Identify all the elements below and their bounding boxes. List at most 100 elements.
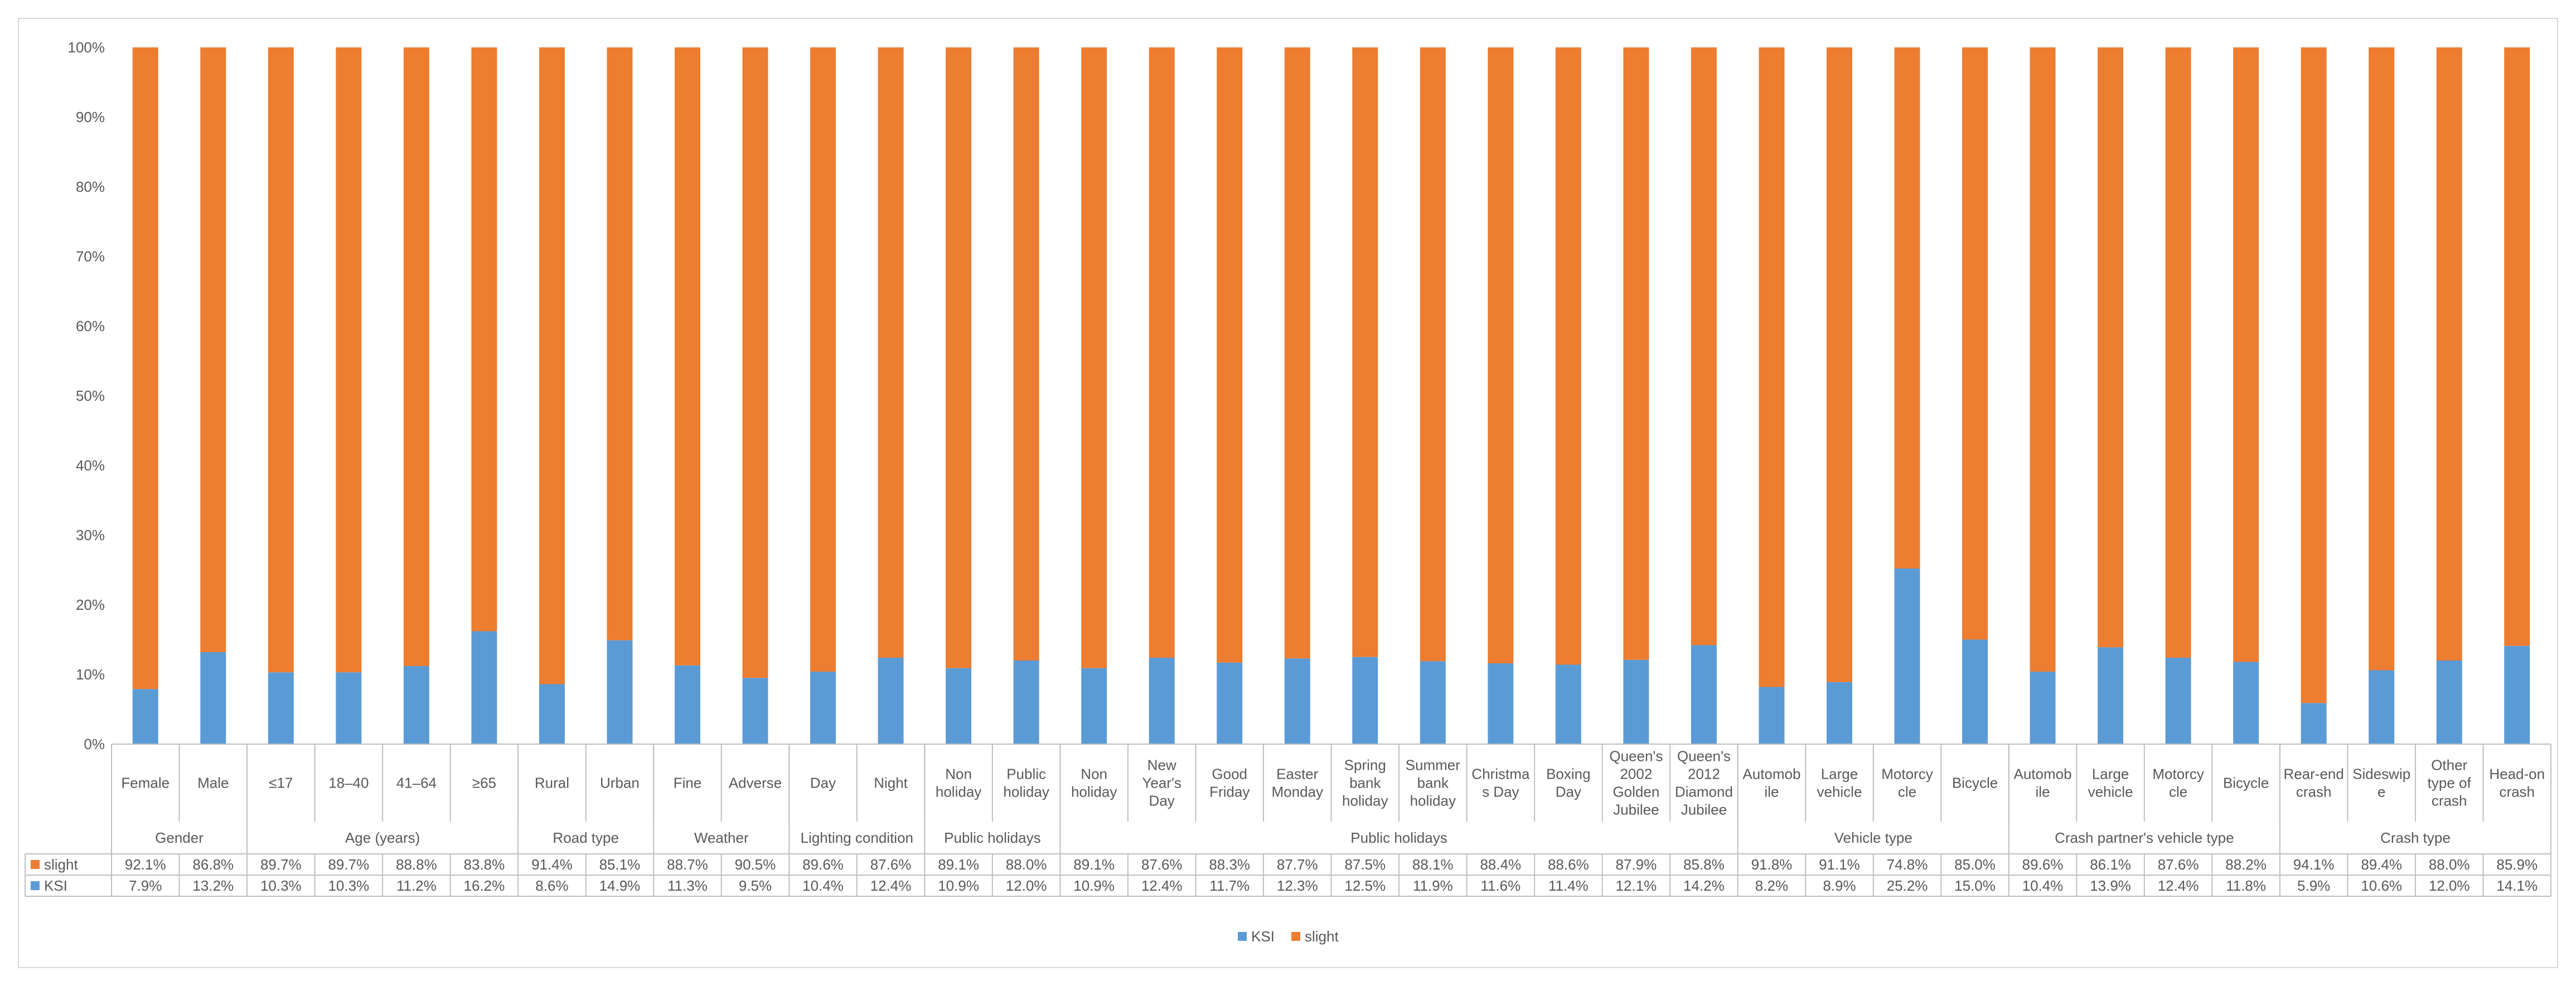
category-label: Sideswip e bbox=[2352, 766, 2410, 800]
data-label: 8.2% bbox=[1755, 877, 1788, 894]
data-label: 12.3% bbox=[1277, 877, 1318, 894]
bar-slight bbox=[1759, 47, 1785, 687]
category-label: Spring bank holiday bbox=[1342, 757, 1388, 809]
data-label: 88.7% bbox=[667, 856, 708, 873]
category-label: Night bbox=[874, 775, 908, 791]
bar-slight bbox=[1826, 47, 1852, 682]
data-label: 89.6% bbox=[802, 856, 844, 873]
bar-ksi bbox=[200, 652, 226, 744]
group-label: Public holidays bbox=[1350, 829, 1447, 846]
y-tick-label: 40% bbox=[76, 457, 105, 474]
data-label: 86.8% bbox=[192, 856, 234, 873]
category-label: Motorcy cle bbox=[1881, 766, 1933, 800]
data-label: 11.2% bbox=[396, 877, 437, 894]
data-label: 90.5% bbox=[735, 856, 776, 873]
bar-slight bbox=[1149, 47, 1175, 658]
data-label: 10.4% bbox=[2022, 877, 2064, 894]
group-label: Crash partner's vehicle type bbox=[2055, 829, 2234, 846]
legend-key-slight bbox=[1291, 932, 1300, 941]
bar-ksi bbox=[2165, 658, 2191, 744]
bar-slight bbox=[2504, 47, 2530, 646]
bar-slight bbox=[742, 47, 768, 678]
data-label: 85.1% bbox=[599, 856, 641, 873]
data-label: 89.6% bbox=[2022, 856, 2064, 873]
bar-slight bbox=[1352, 47, 1378, 657]
bar-slight bbox=[132, 47, 158, 689]
category-label: Adverse bbox=[729, 775, 782, 791]
category-label: Non holiday bbox=[936, 766, 981, 800]
bar-slight bbox=[1962, 47, 1988, 640]
bar-ksi bbox=[2098, 647, 2124, 744]
bar-slight bbox=[2369, 47, 2395, 671]
category-label: Christma s Day bbox=[1471, 766, 1530, 800]
data-label: 16.2% bbox=[464, 877, 505, 894]
y-tick-label: 30% bbox=[76, 527, 105, 543]
data-label: 14.9% bbox=[599, 877, 641, 894]
group-label: Age (years) bbox=[345, 829, 420, 846]
bar-slight bbox=[1013, 47, 1039, 660]
data-label: 88.6% bbox=[1548, 856, 1589, 873]
legend-key-ksi bbox=[1238, 932, 1247, 941]
legend-label-ksi: KSI bbox=[1251, 928, 1275, 945]
group-label: Weather bbox=[694, 829, 749, 846]
data-label: 89.7% bbox=[260, 856, 302, 873]
y-tick-label: 80% bbox=[76, 178, 105, 195]
bar-slight bbox=[2098, 47, 2124, 648]
category-label: ≤17 bbox=[269, 775, 293, 791]
data-label: 12.0% bbox=[1006, 877, 1047, 894]
bar-slight bbox=[200, 47, 226, 652]
bar-ksi bbox=[2436, 660, 2462, 744]
data-label: 87.6% bbox=[870, 856, 912, 873]
data-label: 8.6% bbox=[535, 877, 568, 894]
bar-slight bbox=[1420, 47, 1446, 662]
data-label: 10.3% bbox=[260, 877, 302, 894]
category-label: Boxing Day bbox=[1546, 766, 1591, 800]
bar-ksi bbox=[336, 672, 362, 744]
data-label: 91.8% bbox=[1751, 856, 1793, 873]
category-label: Automob ile bbox=[1742, 766, 1800, 800]
data-label: 10.6% bbox=[2361, 877, 2402, 894]
data-label: 15.0% bbox=[1954, 877, 1996, 894]
category-label: Non holiday bbox=[1071, 766, 1117, 800]
data-label: 83.8% bbox=[464, 856, 505, 873]
category-label: Bicycle bbox=[1952, 775, 1998, 791]
data-label: 12.4% bbox=[2158, 877, 2199, 894]
bar-slight bbox=[878, 47, 904, 658]
data-label: 12.4% bbox=[870, 877, 912, 894]
group-label: Crash type bbox=[2380, 829, 2451, 846]
bar-slight bbox=[2301, 47, 2327, 703]
bar-ksi bbox=[810, 672, 836, 744]
bar-ksi bbox=[1217, 662, 1243, 744]
data-label: 86.1% bbox=[2090, 856, 2131, 873]
data-label: 10.4% bbox=[802, 877, 844, 894]
row-header: KSI bbox=[44, 877, 67, 894]
y-tick-label: 0% bbox=[84, 736, 105, 752]
bar-slight bbox=[539, 47, 565, 684]
bar-slight bbox=[1284, 47, 1310, 659]
bar-slight bbox=[1488, 47, 1514, 663]
data-label: 87.7% bbox=[1277, 856, 1318, 873]
y-tick-label: 50% bbox=[76, 387, 105, 404]
data-label: 88.0% bbox=[2429, 856, 2470, 873]
row-legend-key bbox=[31, 881, 40, 890]
data-label: 89.7% bbox=[328, 856, 369, 873]
category-label: 18–40 bbox=[328, 775, 369, 791]
bar-slight bbox=[336, 47, 362, 673]
bar-ksi bbox=[1826, 682, 1852, 744]
category-label: Female bbox=[121, 775, 170, 791]
data-label: 11.4% bbox=[1548, 877, 1589, 894]
row-legend-key bbox=[31, 860, 40, 869]
bar-ksi bbox=[1149, 658, 1175, 744]
bar-ksi bbox=[1555, 664, 1581, 744]
bar-slight bbox=[2165, 47, 2191, 658]
y-tick-label: 10% bbox=[76, 666, 105, 683]
y-tick-label: 100% bbox=[68, 39, 105, 56]
data-label: 85.8% bbox=[1683, 856, 1725, 873]
data-label: 88.8% bbox=[396, 856, 437, 873]
category-label: Head-on crash bbox=[2489, 766, 2545, 800]
bar-ksi bbox=[132, 689, 158, 744]
data-label: 12.4% bbox=[1141, 877, 1183, 894]
data-label: 14.2% bbox=[1683, 877, 1725, 894]
y-tick-label: 60% bbox=[76, 318, 105, 334]
bar-ksi bbox=[2301, 703, 2327, 744]
